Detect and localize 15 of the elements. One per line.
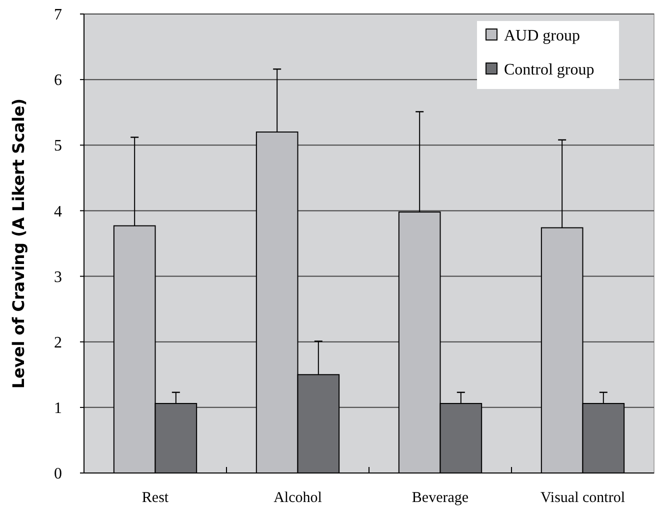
x-tick-label: Rest <box>142 490 170 506</box>
x-tick-label: Visual control <box>540 490 625 506</box>
x-tick-label: Beverage <box>412 490 469 506</box>
y-axis-title: Level of Craving (A Likert Scale) <box>9 98 28 389</box>
y-tick-label: 7 <box>54 6 62 24</box>
legend-label: AUD group <box>504 28 580 45</box>
y-tick-label: 6 <box>54 72 62 90</box>
legend-label: Control group <box>504 62 594 79</box>
y-tick-label: 2 <box>54 334 62 352</box>
y-tick-label: 3 <box>54 268 62 286</box>
y-tick-label: 5 <box>54 138 62 155</box>
y-tick-label: 1 <box>54 400 62 418</box>
y-tick-label: 4 <box>54 203 62 220</box>
y-tick-label: 0 <box>54 466 62 483</box>
x-tick-label: Alcohol <box>274 490 322 506</box>
